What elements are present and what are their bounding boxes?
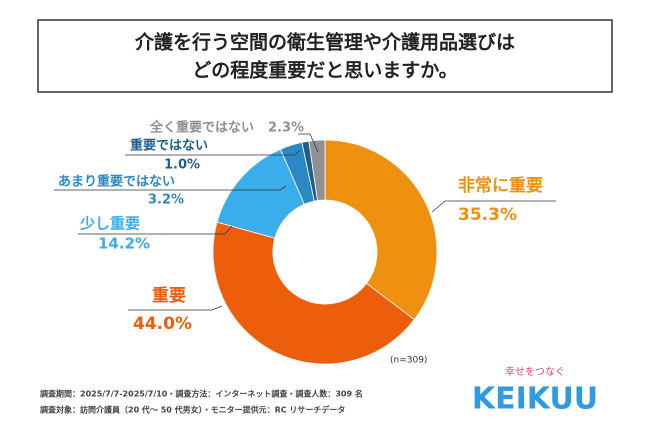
value-label: 35.3% <box>458 205 517 225</box>
leader-line <box>298 133 319 153</box>
footnote: 調査期間：2025/7/7-2025/7/10・調査方法：インターネット調査・調… <box>40 389 363 399</box>
value-label: 1.0% <box>164 158 200 173</box>
category-label: 全く重要ではない <box>149 120 254 136</box>
donut-slice <box>308 139 326 201</box>
chart-title: どの程度重要だと思いますか。 <box>192 59 458 82</box>
leader-line <box>125 149 301 156</box>
chart-title: 介護を行う空間の衛生管理や介護用品選びは <box>134 31 515 54</box>
donut-slice <box>212 221 415 365</box>
logo: KEIKUU <box>472 382 598 417</box>
donut-slice <box>324 139 438 321</box>
leader-line <box>78 225 233 235</box>
value-label: 44.0% <box>133 314 192 334</box>
leader-line <box>128 305 223 311</box>
value-label: 14.2% <box>98 235 150 253</box>
leader-line <box>54 185 287 191</box>
category-label: あまり重要ではない <box>58 174 175 190</box>
category-label: 少し重要 <box>79 215 140 233</box>
category-label: 重要ではない <box>130 138 208 154</box>
category-label: 非常に重要 <box>458 175 543 196</box>
value-label: 3.2% <box>148 193 184 208</box>
value-label: 2.3% <box>268 121 304 136</box>
category-label: 重要 <box>152 285 186 306</box>
footnote: 調査対象：訪問介護員（20 代～ 50 代男女）・モニター提供元：RC リサーチ… <box>40 405 345 415</box>
leader-line <box>431 200 556 213</box>
sample-note: (n=309) <box>390 356 427 366</box>
title-box <box>37 19 613 93</box>
logo-tagline: 幸せをつなぐ <box>505 366 565 378</box>
